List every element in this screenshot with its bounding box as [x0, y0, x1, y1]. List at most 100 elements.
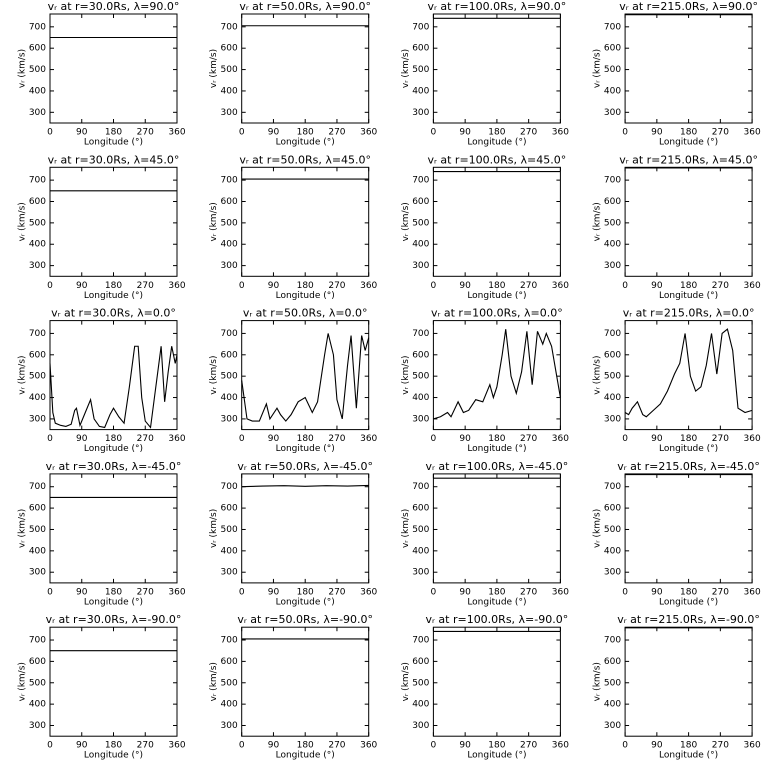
y-tick-label: 300 — [29, 568, 46, 578]
x-axis-label: Longitude (°) — [659, 597, 718, 607]
x-tick-label: 360 — [552, 587, 569, 597]
x-tick-label: 180 — [488, 281, 505, 291]
x-axis-label: Longitude (°) — [659, 444, 718, 454]
plot-frame — [624, 473, 753, 584]
x-axis-label: Longitude (°) — [659, 751, 718, 761]
panel: vᵣ at r=100.0Rs, λ=45.0° 0 90 180 270 360 300 4… — [401, 153, 569, 300]
x-tick-label: 180 — [297, 741, 314, 751]
x-tick-label: 270 — [328, 128, 345, 138]
x-tick-label: 270 — [328, 281, 345, 291]
x-axis-label: Longitude (°) — [84, 597, 143, 607]
y-tick-label: 500 — [221, 525, 238, 535]
y-tick-label: 600 — [221, 504, 238, 514]
x-axis-label: Longitude (°) — [276, 138, 335, 148]
panel: vᵣ at r=215.0Rs, λ=0.0° 0 90 180 270 360 300 40… — [593, 307, 761, 455]
y-axis-label: vᵣ (km/s) — [209, 49, 219, 88]
x-axis-label: Longitude (°) — [467, 751, 526, 761]
y-tick-label: 600 — [412, 44, 429, 54]
chart-title: vᵣ at r=30.0Rs, λ=-90.0° — [46, 613, 182, 626]
y-axis-label: vᵣ (km/s) — [18, 202, 28, 241]
y-tick-label: 500 — [221, 218, 238, 228]
y-tick-label: 700 — [604, 176, 621, 186]
plot-frame — [624, 166, 753, 277]
y-tick-label: 300 — [604, 261, 621, 271]
y-tick-label: 300 — [221, 721, 238, 731]
y-tick-label: 700 — [604, 329, 621, 339]
y-tick-label: 400 — [412, 393, 429, 403]
y-tick-label: 600 — [604, 504, 621, 514]
y-tick-label: 700 — [412, 482, 429, 492]
x-tick-label: 360 — [552, 281, 569, 291]
x-tick-label: 0 — [47, 434, 53, 444]
y-tick-label: 700 — [221, 636, 238, 646]
y-tick-label: 600 — [604, 657, 621, 667]
x-tick-label: 90 — [651, 128, 663, 138]
y-tick-label: 300 — [412, 261, 429, 271]
x-tick-label: 0 — [431, 128, 437, 138]
chart-title: vᵣ at r=215.0Rs, λ=-45.0° — [617, 460, 760, 473]
panel: vᵣ at r=50.0Rs, λ=0.0° 0 90 180 270 360 300 400… — [209, 307, 377, 455]
plot-frame — [49, 473, 178, 584]
y-tick-label: 500 — [412, 678, 429, 688]
y-tick-label: 500 — [604, 65, 621, 75]
x-tick-label: 0 — [47, 587, 53, 597]
x-axis-label: Longitude (°) — [84, 138, 143, 148]
x-tick-label: 270 — [137, 434, 154, 444]
y-tick-label: 300 — [221, 568, 238, 578]
x-tick-label: 360 — [360, 128, 377, 138]
y-tick-label: 600 — [412, 504, 429, 514]
y-tick-label: 700 — [412, 176, 429, 186]
x-axis-label: Longitude (°) — [467, 138, 526, 148]
x-axis-label: Longitude (°) — [467, 291, 526, 301]
panel: vᵣ at r=215.0Rs, λ=45.0° 0 90 180 270 360 300 4… — [593, 153, 761, 300]
y-tick-label: 500 — [412, 65, 429, 75]
x-tick-label: 90 — [459, 587, 471, 597]
x-tick-label: 90 — [76, 128, 88, 138]
data-line — [49, 345, 178, 429]
x-tick-label: 180 — [105, 128, 122, 138]
x-tick-label: 270 — [328, 587, 345, 597]
x-tick-label: 0 — [622, 281, 628, 291]
x-axis-label: Longitude (°) — [84, 291, 143, 301]
x-axis-label: Longitude (°) — [659, 291, 718, 301]
x-tick-label: 360 — [552, 128, 569, 138]
x-tick-label: 0 — [431, 587, 437, 597]
panel: vᵣ at r=50.0Rs, λ=45.0° 0 90 180 270 360 300 40… — [209, 153, 377, 300]
x-axis-label: Longitude (°) — [84, 444, 143, 454]
panel: vᵣ at r=30.0Rs, λ=0.0° 0 90 180 270 360 300 400… — [18, 307, 186, 455]
y-tick-label: 400 — [604, 700, 621, 710]
plot-frame — [241, 166, 370, 277]
x-tick-label: 270 — [520, 434, 537, 444]
x-tick-label: 360 — [168, 434, 185, 444]
y-tick-label: 400 — [221, 240, 238, 250]
plot-frame — [49, 166, 178, 277]
x-tick-label: 90 — [268, 434, 280, 444]
y-tick-label: 400 — [604, 86, 621, 96]
y-axis-label: vᵣ (km/s) — [593, 355, 603, 394]
y-tick-label: 700 — [29, 329, 46, 339]
y-axis-label: vᵣ (km/s) — [401, 662, 411, 701]
chart-title: vᵣ at r=100.0Rs, λ=-45.0° — [426, 460, 569, 473]
plot-frame — [624, 320, 753, 431]
x-tick-label: 180 — [680, 741, 697, 751]
panel: vᵣ at r=30.0Rs, λ=90.0° 0 90 180 270 360 300 40… — [18, 0, 186, 148]
plot-frame — [49, 320, 178, 431]
x-tick-label: 90 — [651, 741, 663, 751]
plot-frame — [432, 166, 561, 277]
y-tick-label: 600 — [29, 350, 46, 360]
x-tick-label: 90 — [76, 434, 88, 444]
plot-frame — [241, 13, 370, 124]
x-tick-label: 90 — [651, 434, 663, 444]
y-tick-label: 300 — [604, 568, 621, 578]
y-tick-label: 500 — [604, 218, 621, 228]
y-tick-label: 400 — [604, 546, 621, 556]
x-tick-label: 270 — [328, 741, 345, 751]
y-tick-label: 400 — [29, 393, 46, 403]
plot-frame — [432, 473, 561, 584]
x-tick-label: 360 — [168, 281, 185, 291]
chart-title: vᵣ at r=100.0Rs, λ=90.0° — [428, 0, 567, 13]
y-tick-label: 400 — [29, 240, 46, 250]
x-tick-label: 90 — [459, 128, 471, 138]
y-tick-label: 700 — [221, 22, 238, 32]
